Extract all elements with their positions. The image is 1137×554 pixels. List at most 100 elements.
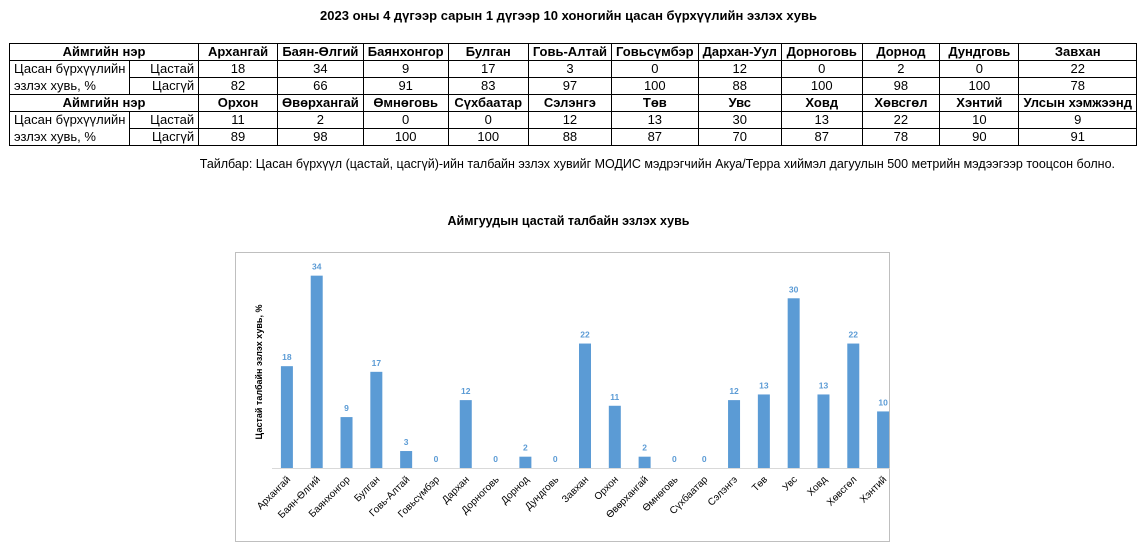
- data-label: 0: [672, 454, 677, 464]
- aimag-name: Хэнтий: [939, 94, 1020, 112]
- row-label: Цасан бүрхүүлийн: [8, 111, 131, 129]
- snow-value: 2: [861, 60, 941, 78]
- header-label: Аймгийн нэр: [8, 43, 200, 61]
- bar: [817, 394, 830, 468]
- sub-label-nosnow: Цасгүй: [129, 128, 200, 146]
- table-header-row: Аймгийн нэр Архангай Баян-Өлгий Баянхонгор Б…: [8, 43, 1137, 61]
- nosnow-value: 87: [780, 128, 863, 146]
- snow-value: 11: [198, 111, 278, 129]
- nosnow-value: 78: [861, 128, 941, 146]
- snow-value: 0: [362, 111, 449, 129]
- nosnow-value: 98: [276, 128, 364, 146]
- snow-value: 12: [527, 111, 613, 129]
- nosnow-value: 66: [276, 77, 364, 95]
- data-label: 11: [610, 392, 619, 402]
- snow-row: Цасан бүрхүүлийн Цастай 11 2 0 0 12 13 30 13 22 10 9: [8, 111, 1137, 129]
- data-label: 17: [372, 358, 382, 368]
- snow-value: 13: [780, 111, 863, 129]
- page-title: 2023 оны 4 дүгээр сарын 1 дүгээр 10 хоно…: [320, 8, 817, 23]
- aimag-name: Булган: [447, 43, 529, 61]
- snow-value: 0: [780, 60, 863, 78]
- sub-label-snow: Цастай: [129, 111, 200, 129]
- chart-frame: [235, 252, 890, 542]
- aimag-name: Говьсүмбэр: [611, 43, 699, 61]
- nosnow-value: 87: [611, 128, 699, 146]
- aimag-name: Өмнөговь: [362, 94, 449, 112]
- data-label: 0: [702, 454, 707, 464]
- data-label: 13: [759, 380, 769, 390]
- bar: [608, 405, 621, 468]
- bar: [638, 456, 651, 468]
- aimag-name: Сэлэнгэ: [527, 94, 613, 112]
- nosnow-value: 88: [527, 128, 613, 146]
- nosnow-value: 82: [198, 77, 278, 95]
- data-label: 18: [282, 352, 292, 362]
- nosnow-value: 90: [939, 128, 1020, 146]
- nosnow-value: 89: [198, 128, 278, 146]
- snow-value: 9: [362, 60, 449, 78]
- snow-value: 17: [447, 60, 529, 78]
- aimag-name: Завхан: [1018, 43, 1137, 61]
- bar: [728, 400, 741, 468]
- bar: [370, 371, 383, 468]
- nosnow-value: 98: [861, 77, 941, 95]
- snow-value: 10: [939, 111, 1020, 129]
- data-label: 12: [461, 386, 471, 396]
- snow-value: 18: [198, 60, 278, 78]
- bar: [459, 400, 472, 468]
- bar: [280, 366, 293, 468]
- data-label: 12: [729, 386, 739, 396]
- aimag-name: Сүхбаатар: [447, 94, 529, 112]
- snow-value: 0: [939, 60, 1020, 78]
- bar: [400, 451, 413, 468]
- aimag-name: Орхон: [198, 94, 278, 112]
- data-label: 0: [493, 454, 498, 464]
- nosnow-value: 91: [362, 77, 449, 95]
- nosnow-row: эзлэх хувь, % Цасгүй 89 98 100 100 88 87 70 87 78 9…: [8, 128, 1137, 146]
- snow-cover-table: Аймгийн нэр Архангай Баян-Өлгий Баянхонгор Б…: [8, 43, 1137, 146]
- aimag-name: Улсын хэмжээнд: [1018, 94, 1137, 112]
- snow-value: 12: [697, 60, 782, 78]
- aimag-name: Дорноговь: [780, 43, 863, 61]
- nosnow-value: 88: [697, 77, 782, 95]
- data-label: 30: [789, 284, 799, 294]
- data-label: 0: [434, 454, 439, 464]
- aimag-name: Дундговь: [939, 43, 1020, 61]
- data-label: 22: [580, 330, 590, 340]
- snow-value: 30: [697, 111, 782, 129]
- aimag-name: Хөвсгөл: [861, 94, 941, 112]
- snow-value: 9: [1018, 111, 1137, 129]
- aimag-name: Өвөрхангай: [276, 94, 364, 112]
- chart-title: Аймгуудын цастай талбайн эзлэх хувь: [447, 214, 690, 228]
- row-label: эзлэх хувь, %: [8, 128, 131, 146]
- snow-row: Цасан бүрхүүлийн Цастай 18 34 9 17 3 0 12 0 2 0 22: [8, 60, 1137, 78]
- aimag-name: Дархан-Уул: [697, 43, 782, 61]
- data-label: 9: [344, 403, 349, 413]
- bar: [757, 394, 770, 468]
- aimag-name: Архангай: [198, 43, 278, 61]
- nosnow-value: 100: [780, 77, 863, 95]
- snow-value: 0: [611, 60, 699, 78]
- bar: [310, 275, 323, 468]
- bar: [847, 343, 860, 468]
- nosnow-row: эзлэх хувь, % Цасгүй 82 66 91 83 97 100 88 100 98 1…: [8, 77, 1137, 95]
- bar: [579, 343, 591, 468]
- data-label: 34: [312, 262, 322, 272]
- nosnow-value: 100: [447, 128, 529, 146]
- bar: [787, 298, 800, 468]
- aimag-name: Баян-Өлгий: [276, 43, 364, 61]
- y-axis-label: Цастай талбайн эзлэх хувь, %: [254, 305, 264, 440]
- aimag-name: Ховд: [780, 94, 863, 112]
- snow-value: 13: [611, 111, 699, 129]
- row-label: Цасан бүрхүүлийн: [8, 60, 131, 78]
- nosnow-value: 100: [939, 77, 1020, 95]
- snow-value: 34: [276, 60, 364, 78]
- snow-bar-chart: 18Архангай34Баян-Өлгий9Баянхонгор17Булга…: [235, 252, 890, 542]
- nosnow-value: 100: [611, 77, 699, 95]
- snow-value: 2: [276, 111, 364, 129]
- aimag-name: Төв: [611, 94, 699, 112]
- bar: [519, 456, 532, 468]
- aimag-name: Говь-Алтай: [527, 43, 613, 61]
- nosnow-value: 97: [527, 77, 613, 95]
- data-label: 2: [642, 443, 647, 453]
